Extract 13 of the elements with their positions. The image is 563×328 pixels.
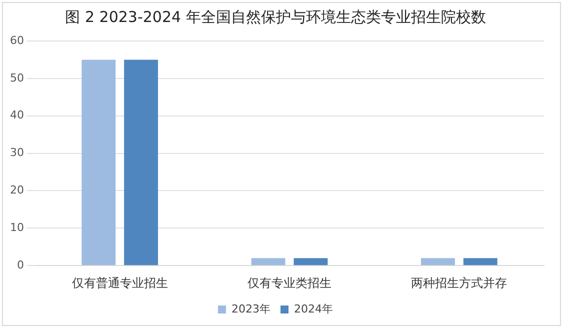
y-tick-label: 0 [16,258,24,272]
x-tick-label: 两种招生方式并存 [411,276,508,290]
y-tick-label: 40 [10,108,24,122]
y-tick-label: 20 [10,184,24,197]
legend-label: 2024年 [294,302,333,316]
y-tick-label: 30 [10,146,24,160]
y-tick-label: 50 [10,71,24,84]
legend-label: 2023年 [232,302,271,316]
x-tick-label: 仅有专业类招生 [248,276,332,290]
chart-title: 图 2 2023-2024 年全国自然保护与环境生态类专业招生院校数 [65,8,486,26]
x-tick-label: 仅有普通专业招生 [72,276,168,290]
y-tick-label: 60 [10,34,24,47]
y-tick-label: 10 [10,221,24,234]
